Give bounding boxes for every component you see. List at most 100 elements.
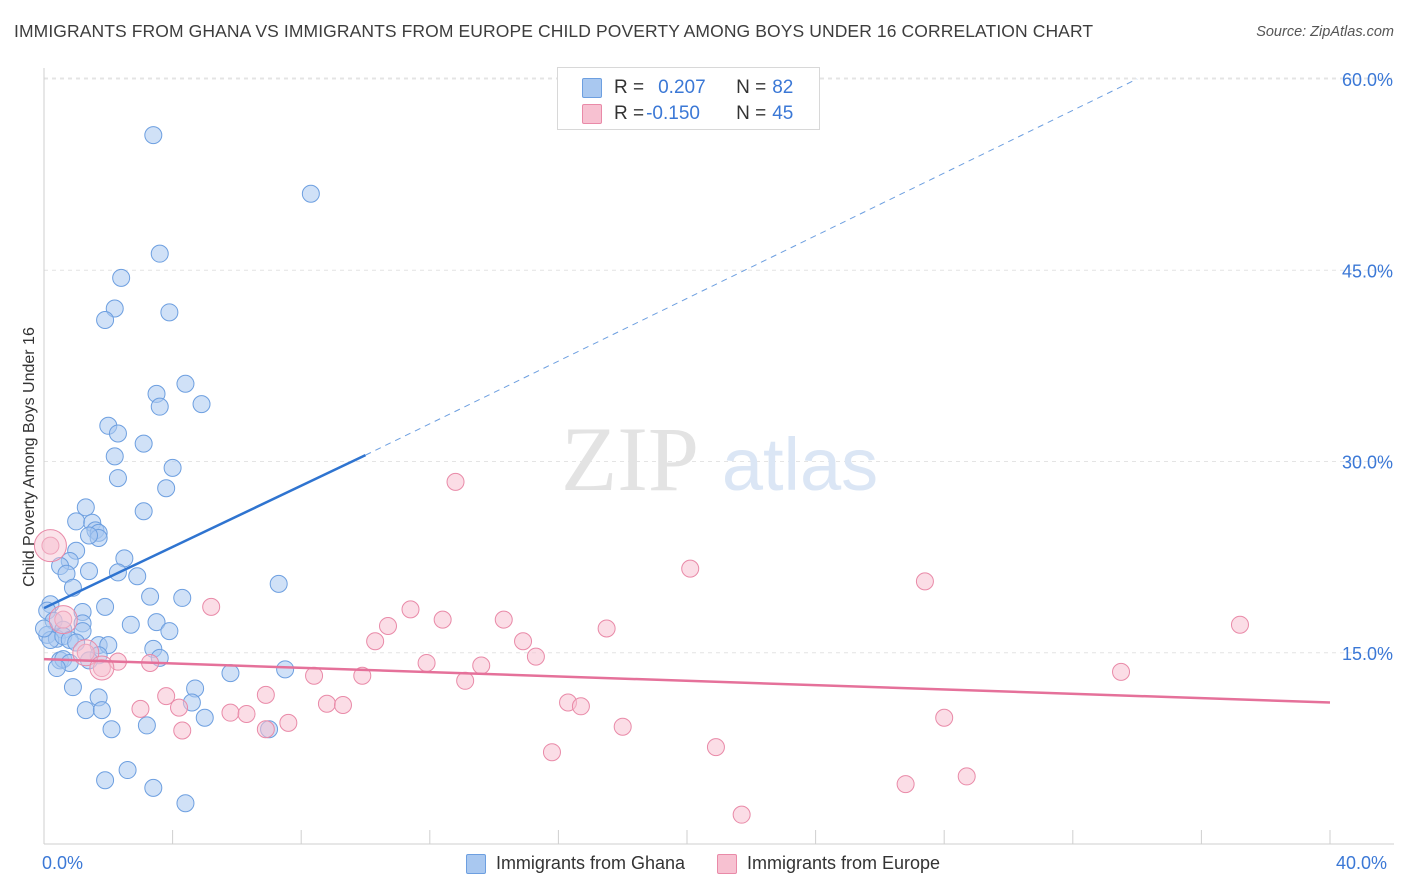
data-point: [269, 574, 288, 593]
data-point: [935, 708, 954, 727]
data-point: [76, 701, 95, 720]
series-legend: Immigrants from Ghana Immigrants from Eu…: [0, 853, 1406, 874]
data-point: [92, 701, 111, 720]
data-point: [163, 458, 182, 477]
data-point: [170, 698, 189, 717]
legend-item-ghana[interactable]: Immigrants from Ghana: [465, 853, 685, 874]
data-point: [118, 761, 137, 780]
data-point: [221, 664, 240, 683]
data-point: [41, 536, 60, 555]
data-point: [526, 647, 545, 666]
data-point: [112, 268, 131, 287]
legend-row-ghana: R = 0.207 N = 82: [582, 76, 793, 100]
data-point: [401, 600, 420, 619]
data-point: [202, 597, 221, 616]
data-point: [121, 615, 140, 634]
data-point: [176, 374, 195, 393]
data-point: [1230, 615, 1249, 634]
data-point: [150, 397, 169, 416]
data-point: [92, 659, 111, 678]
data-point: [144, 778, 163, 797]
data-point: [417, 653, 436, 672]
data-point: [379, 616, 398, 635]
data-point: [67, 512, 86, 531]
data-point: [456, 671, 475, 690]
data-point: [279, 713, 298, 732]
data-point: [134, 434, 153, 453]
data-point: [256, 720, 275, 739]
data-point: [305, 666, 324, 685]
data-point: [80, 562, 99, 581]
data-point: [173, 588, 192, 607]
data-point: [192, 395, 211, 414]
y-tick-label: 30.0%: [1342, 453, 1393, 473]
y-tick-label: 45.0%: [1342, 261, 1393, 281]
data-point: [108, 469, 127, 488]
data-point: [597, 619, 616, 638]
legend-item-europe[interactable]: Immigrants from Europe: [717, 853, 940, 874]
data-point: [54, 610, 73, 629]
data-point: [237, 704, 256, 723]
y-axis-title: Child Poverty Among Boys Under 16: [21, 327, 38, 587]
data-point: [957, 767, 976, 786]
legend-r-value: -0.150: [646, 103, 700, 124]
legend-swatch-ghana: [582, 78, 602, 98]
data-point: [144, 126, 163, 145]
y-tick-label: 15.0%: [1342, 644, 1393, 664]
data-point: [80, 526, 99, 545]
watermark: ZIP atlas: [561, 408, 878, 510]
data-point: [47, 659, 66, 678]
data-point: [128, 567, 147, 586]
y-tick-label: 60.0%: [1342, 70, 1393, 90]
legend-r-label: R =: [614, 77, 645, 98]
legend-row-europe: R = -0.150 N = 45: [582, 102, 793, 126]
data-point: [176, 794, 195, 813]
axes: [43, 68, 1394, 845]
data-point-large: [33, 529, 67, 563]
correlation-legend: R = 0.207 N = 82 R = -0.150 N = 45: [557, 67, 820, 130]
data-point: [63, 678, 82, 697]
legend-swatch-europe: [717, 853, 737, 874]
watermark-zip: ZIP: [561, 408, 699, 510]
data-point: [195, 708, 214, 727]
data-point: [173, 721, 192, 740]
legend-r-value: 0.207: [658, 77, 706, 98]
legend-n-value: 82: [772, 77, 794, 98]
data-point-large: [48, 605, 78, 635]
chart-title: IMMIGRANTS FROM GHANA VS IMMIGRANTS FROM…: [14, 21, 1094, 41]
data-point: [147, 613, 166, 632]
data-point: [681, 559, 700, 578]
data-point: [160, 622, 179, 641]
source-label: Source: ZipAtlas.com: [1256, 24, 1394, 40]
trend-line-ghana-extended: [365, 78, 1138, 456]
data-point: [150, 244, 169, 263]
data-point: [137, 716, 156, 735]
x-tick-max: 40.0%: [1336, 853, 1388, 873]
data-point: [105, 299, 124, 318]
data-point: [514, 632, 533, 651]
data-point: [276, 660, 295, 679]
data-point: [96, 597, 115, 616]
watermark-atlas: atlas: [722, 423, 878, 506]
data-point: [105, 447, 124, 466]
data-point: [76, 498, 95, 517]
legend-swatch-ghana: [465, 853, 486, 874]
y-tick-labels: 15.0% 30.0% 45.0% 60.0%: [1342, 70, 1393, 664]
data-point: [256, 685, 275, 704]
data-point: [613, 717, 632, 736]
gridlines: [44, 77, 1394, 654]
data-point: [301, 184, 320, 203]
data-point: [317, 694, 336, 713]
trend-line-ghana: [43, 453, 367, 610]
data-point: [433, 610, 452, 629]
data-point: [732, 805, 751, 824]
data-point: [108, 424, 127, 443]
series-ghana-points: [35, 126, 320, 813]
data-point: [366, 632, 385, 651]
legend-label-europe: Immigrants from Europe: [747, 853, 941, 873]
data-point: [896, 775, 915, 794]
data-point: [915, 572, 934, 591]
data-point: [446, 472, 465, 491]
legend-n-label: N =: [736, 77, 767, 98]
